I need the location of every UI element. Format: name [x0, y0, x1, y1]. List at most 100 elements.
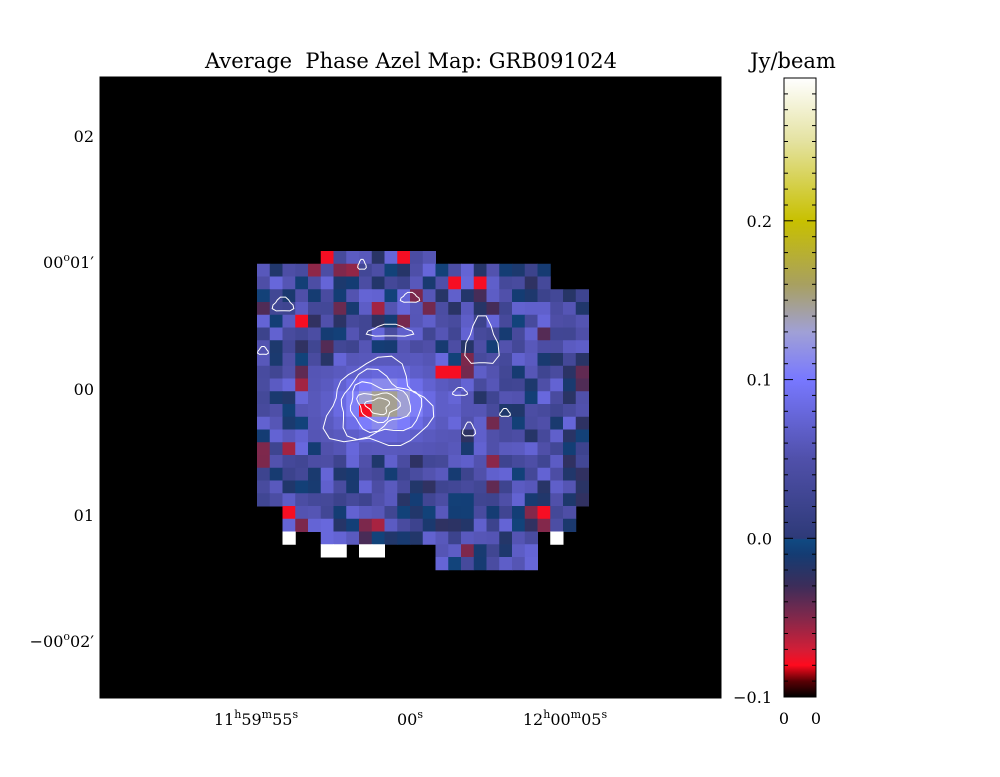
map-pixel	[524, 442, 538, 456]
map-pixel	[512, 544, 526, 558]
map-pixel	[461, 391, 475, 405]
map-pixel	[257, 416, 271, 430]
map-pixel	[473, 340, 487, 354]
map-pixel	[473, 314, 487, 328]
map-pixel	[422, 340, 436, 354]
map-pixel	[320, 442, 334, 456]
map-pixel	[320, 289, 334, 303]
map-pixel	[512, 289, 526, 303]
map-pixel	[269, 467, 283, 481]
map-pixel	[282, 314, 296, 328]
map-pixel	[359, 416, 373, 430]
map-pixel	[346, 442, 360, 456]
map-pixel	[295, 289, 309, 303]
map-pixel	[537, 480, 551, 494]
map-pixel	[448, 263, 462, 277]
map-pixel	[333, 544, 347, 558]
map-pixel	[397, 506, 411, 520]
colorbar-label: Jy/beam	[748, 49, 836, 73]
y-tick-label: 00o01′	[43, 251, 94, 272]
map-pixel	[282, 378, 296, 392]
map-pixel	[524, 544, 538, 558]
map-pixel	[308, 506, 322, 520]
map-pixel	[333, 378, 347, 392]
map-pixel	[486, 506, 500, 520]
map-pixel	[346, 506, 360, 520]
map-pixel	[537, 493, 551, 507]
map-pixel	[346, 467, 360, 481]
map-pixel	[486, 416, 500, 430]
map-pixel	[524, 518, 538, 532]
map-pixel	[397, 365, 411, 379]
map-pixel	[512, 480, 526, 494]
map-pixel	[512, 416, 526, 430]
map-pixel	[397, 340, 411, 354]
map-pixel	[346, 327, 360, 341]
map-pixel	[371, 353, 385, 367]
map-pixel	[435, 429, 449, 443]
map-pixel	[486, 378, 500, 392]
map-pixel	[371, 404, 385, 418]
map-pixel	[397, 263, 411, 277]
map-pixel	[320, 340, 334, 354]
map-pixel	[461, 327, 475, 341]
map-pixel	[550, 340, 564, 354]
map-pixel	[499, 404, 513, 418]
map-pixel	[435, 340, 449, 354]
map-pixel	[448, 493, 462, 507]
map-pixel	[371, 251, 385, 265]
map-pixel	[333, 302, 347, 316]
map-pixel	[473, 544, 487, 558]
map-pixel	[486, 365, 500, 379]
map-pixel	[524, 493, 538, 507]
map-pixel	[499, 327, 513, 341]
map-pixel	[537, 276, 551, 290]
map-pixel	[422, 276, 436, 290]
map-pixel	[359, 340, 373, 354]
map-pixel	[499, 391, 513, 405]
map-pixel	[308, 416, 322, 430]
map-pixel	[499, 289, 513, 303]
map-pixel	[371, 518, 385, 532]
map-pixel	[524, 531, 538, 545]
map-pixel	[384, 493, 398, 507]
map-pixel	[537, 455, 551, 469]
map-pixel	[257, 493, 271, 507]
map-pixel	[410, 518, 424, 532]
map-pixel	[473, 416, 487, 430]
map-pixel	[537, 416, 551, 430]
map-pixel	[384, 467, 398, 481]
map-pixel	[397, 416, 411, 430]
map-pixel	[333, 531, 347, 545]
map-pixel	[435, 467, 449, 481]
map-pixel	[563, 302, 577, 316]
map-pixel	[575, 340, 589, 354]
map-pixel	[486, 429, 500, 443]
contour-line	[461, 421, 477, 437]
map-pixel	[359, 493, 373, 507]
map-pixel	[435, 276, 449, 290]
map-pixel	[524, 353, 538, 367]
map-pixel	[550, 506, 564, 520]
map-pixel	[499, 493, 513, 507]
map-pixel	[473, 429, 487, 443]
map-pixel	[371, 327, 385, 341]
map-pixel	[384, 365, 398, 379]
map-pixel	[257, 327, 271, 341]
map-pixel	[384, 251, 398, 265]
map-pixel	[295, 302, 309, 316]
x-tick-label: 12h00m05s	[523, 708, 608, 729]
x-axis-ticks: 11h59m55s 00s 12h00m05s	[214, 77, 608, 729]
map-pixel	[435, 442, 449, 456]
map-pixel	[308, 467, 322, 481]
x-tick-label: 00s	[397, 708, 423, 729]
contour-line	[322, 355, 435, 446]
map-pixel	[384, 429, 398, 443]
map-pixel	[333, 429, 347, 443]
contour-lines	[257, 258, 511, 446]
map-pixel	[371, 365, 385, 379]
map-pixel	[486, 404, 500, 418]
map-pixel	[524, 340, 538, 354]
